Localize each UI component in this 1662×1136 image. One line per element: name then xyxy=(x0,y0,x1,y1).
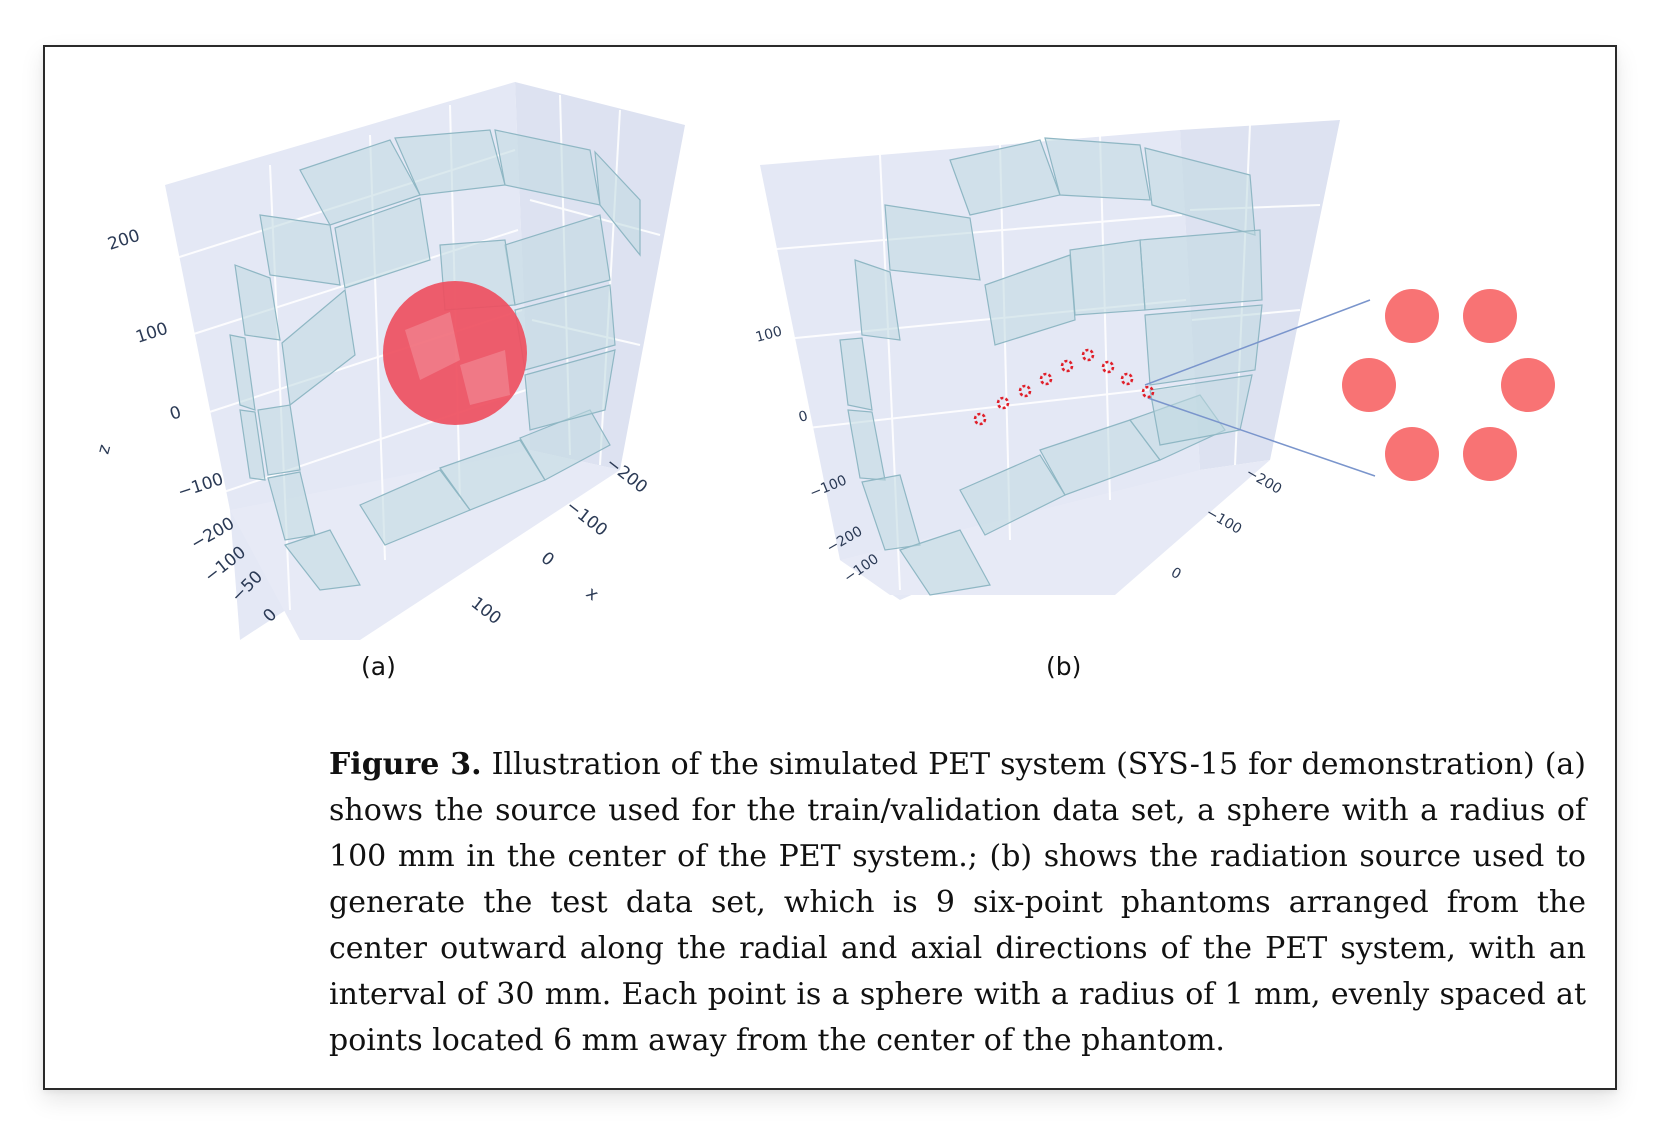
phantom-marker xyxy=(973,412,987,426)
panel-a-floor xyxy=(230,450,620,640)
zoom-line-bottom xyxy=(1147,397,1376,477)
panel-a-plot: 200 100 0 −100 −200 z −100 −50 0 −200 −1… xyxy=(94,82,685,640)
panel-a-z-tick: −100 xyxy=(175,469,226,502)
panel-b-x-tick: −200 xyxy=(1243,465,1284,498)
panel-a-x-tick: −100 xyxy=(562,496,611,541)
zoomed-phantom xyxy=(1342,289,1555,481)
panel-a-z-tick: 200 xyxy=(105,226,142,255)
phantom-point xyxy=(1342,358,1396,412)
panel-b-detector-ring xyxy=(839,137,1263,596)
panel-a-detector-ring xyxy=(229,129,641,591)
panel-b-z-tick: 0 xyxy=(797,408,810,426)
phantom-point xyxy=(1463,289,1517,343)
caption-label: Figure 3. xyxy=(329,747,482,782)
phantom-marker xyxy=(1081,348,1095,362)
panel-b-x-tick: 0 xyxy=(1168,565,1184,583)
phantom-point xyxy=(1463,427,1517,481)
panel-a-source-sphere xyxy=(383,281,527,425)
panel-b-x-tick: −100 xyxy=(1203,505,1244,538)
panel-a-x-axis-title: x xyxy=(582,583,602,605)
panel-b-z-tick: 100 xyxy=(754,323,784,345)
panel-a-z-tick: 100 xyxy=(133,319,170,348)
panel-a-z-axis-title: z xyxy=(94,442,116,456)
phantom-marker xyxy=(1018,384,1032,398)
phantom-point xyxy=(1385,289,1439,343)
panel-b-phantoms xyxy=(973,348,1155,426)
phantom-marker xyxy=(1120,372,1134,386)
panel-b-label: (b) xyxy=(1046,652,1082,681)
panel-b-plot: 100 0 −100 −200 −100 −200 −100 0 xyxy=(754,120,1555,600)
phantom-point xyxy=(1501,358,1555,412)
panel-a-x-tick: 100 xyxy=(467,593,505,629)
phantom-marker xyxy=(1141,385,1155,399)
panel-a-z-tick: 0 xyxy=(167,402,183,424)
figure-caption: Figure 3. Illustration of the simulated P… xyxy=(329,742,1586,1064)
phantom-marker xyxy=(1060,359,1074,373)
caption-text: Illustration of the simulated PET system… xyxy=(329,747,1587,1058)
panel-a-x-tick: 0 xyxy=(537,548,558,570)
phantom-marker xyxy=(1101,360,1115,374)
zoom-line-top xyxy=(1144,299,1371,386)
phantom-marker xyxy=(1039,372,1053,386)
phantom-point xyxy=(1385,427,1439,481)
phantom-marker xyxy=(996,396,1010,410)
panel-a-label: (a) xyxy=(361,652,396,681)
